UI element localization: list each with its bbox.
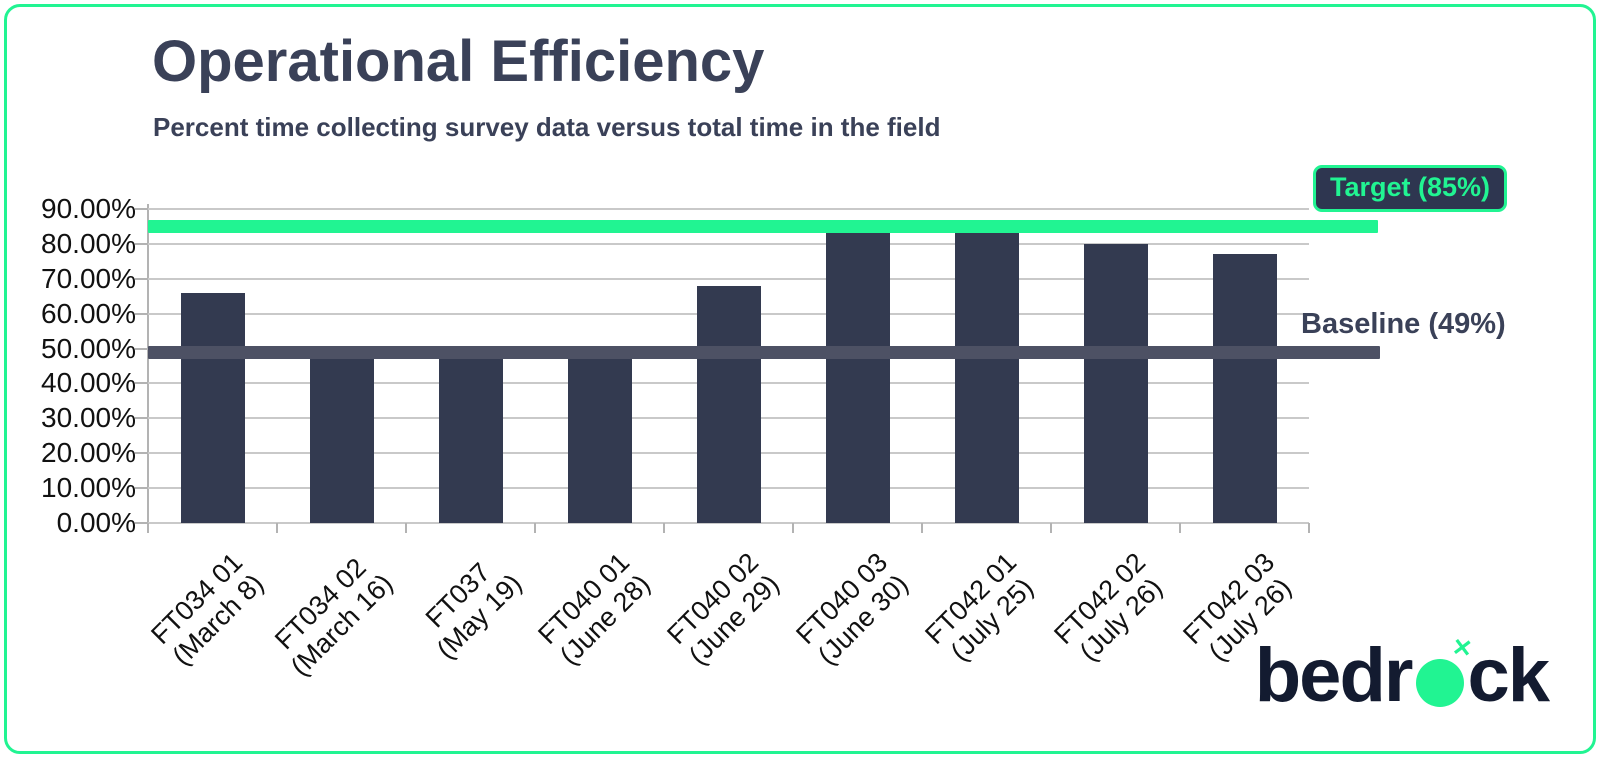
bar-ft042-02 xyxy=(1084,244,1148,523)
bar-ft040-01 xyxy=(568,356,632,523)
gridline xyxy=(148,522,1309,524)
y-axis-label: 60.00% xyxy=(41,298,136,329)
y-axis-label: 0.00% xyxy=(56,507,136,538)
target-label: Target (85%) xyxy=(1330,172,1491,202)
y-axis-tick xyxy=(135,208,148,210)
y-axis-tick xyxy=(135,348,148,350)
page-subtitle: Percent time collecting survey data vers… xyxy=(153,112,941,142)
y-axis-tick xyxy=(135,278,148,280)
y-axis-tick xyxy=(135,522,148,524)
x-axis-tick xyxy=(1308,523,1310,533)
logo-text-left: bedr xyxy=(1254,633,1414,718)
bar-ft034-02 xyxy=(310,356,374,523)
y-axis-label: 40.00% xyxy=(41,367,136,398)
y-axis-tick xyxy=(135,243,148,245)
x-axis-tick xyxy=(1179,523,1181,533)
page-title: Operational Efficiency xyxy=(152,29,765,94)
baseline-label: Baseline (49%) xyxy=(1301,308,1506,340)
y-axis-label: 50.00% xyxy=(41,333,136,364)
bedrock-logo: bedr ✕ ck xyxy=(1254,633,1550,718)
logo-x-icon: ✕ xyxy=(1450,633,1475,664)
y-axis-label: 30.00% xyxy=(41,402,136,433)
x-axis-tick xyxy=(276,523,278,533)
bar-ft040-03 xyxy=(826,233,890,523)
y-axis-line xyxy=(147,204,149,532)
y-axis-label: 70.00% xyxy=(41,263,136,294)
y-axis-label: 10.00% xyxy=(41,472,136,503)
y-axis-tick xyxy=(135,313,148,315)
y-axis-tick xyxy=(135,382,148,384)
y-axis-label: 90.00% xyxy=(41,193,136,224)
x-axis-tick xyxy=(147,523,149,533)
logo-text-right: ck xyxy=(1467,633,1550,718)
x-axis-tick xyxy=(663,523,665,533)
x-axis-tick xyxy=(921,523,923,533)
logo-o-circle: ✕ xyxy=(1416,634,1474,707)
bar-ft040-02 xyxy=(697,286,761,523)
baseline-line xyxy=(148,346,1380,359)
bar-ft042-01 xyxy=(955,230,1019,523)
target-line xyxy=(148,220,1378,233)
x-axis-tick xyxy=(792,523,794,533)
y-axis-tick xyxy=(135,487,148,489)
y-axis-tick xyxy=(135,417,148,419)
gridline xyxy=(148,243,1309,245)
bar-ft042-03 xyxy=(1213,254,1277,523)
y-axis-tick xyxy=(135,452,148,454)
gridline xyxy=(148,278,1309,280)
bar-ft034-01 xyxy=(181,293,245,523)
x-axis-tick xyxy=(405,523,407,533)
y-axis-label: 80.00% xyxy=(41,228,136,259)
bar-ft037 xyxy=(439,356,503,523)
bar-chart-plot: 90.00% 80.00% 70.00% 60.00% 50.00% 40.00% 30.0… xyxy=(41,193,1310,682)
gridline xyxy=(148,208,1309,210)
target-label-badge: Target (85%) xyxy=(1313,165,1508,212)
x-axis-tick xyxy=(1050,523,1052,533)
x-axis-tick xyxy=(534,523,536,533)
y-axis-label: 20.00% xyxy=(41,437,136,468)
